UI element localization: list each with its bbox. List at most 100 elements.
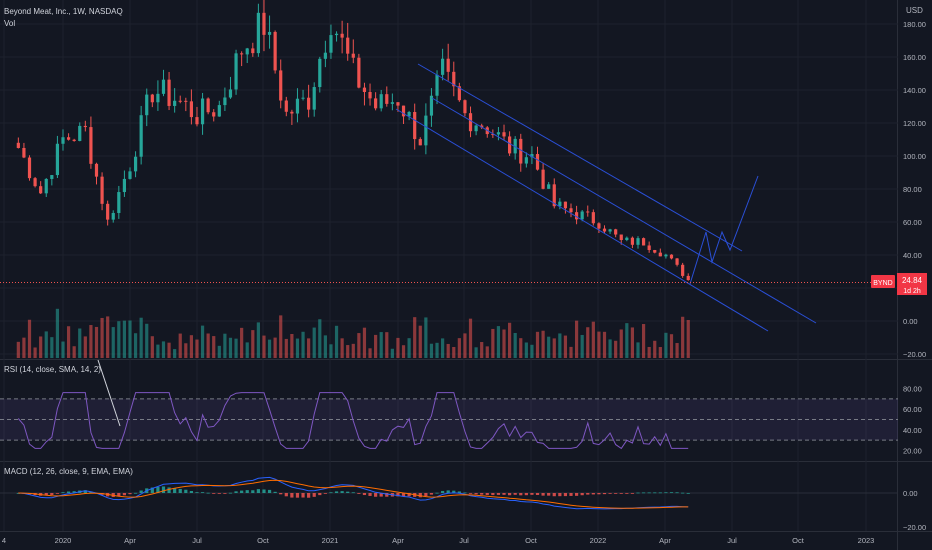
macd-histogram-bar (569, 493, 573, 496)
rsi-label[interactable]: RSI (14, close, SMA, 14, 2) (4, 365, 101, 374)
symbol-title[interactable]: Beyond Meat, Inc., 1W, NASDAQ (4, 7, 123, 16)
macd-histogram-bar (217, 493, 221, 494)
volume-bar (413, 317, 417, 358)
volume-bar (485, 346, 489, 358)
candle-body (240, 53, 244, 55)
volume-bar (563, 335, 568, 358)
volume-bar (279, 315, 283, 358)
volume-bar (329, 344, 333, 358)
trend-channel-drawing[interactable] (395, 63, 817, 332)
time-axis[interactable]: 4 2020 Apr Jul Oct 2021 Apr Jul Oct 2022 Apr Jul Oct… (2, 536, 874, 545)
volume-bar (89, 325, 93, 358)
volume-bar (452, 346, 456, 358)
volume-bar (586, 327, 590, 358)
macd-histogram-bar (178, 488, 182, 493)
candle-body (374, 98, 378, 109)
volume-bar (251, 330, 255, 358)
candle-body (66, 137, 71, 140)
time-axis-label: Oct (525, 536, 538, 545)
volume-bar (44, 331, 48, 358)
candle-body (217, 105, 221, 117)
candle-body (161, 79, 166, 94)
volume-label[interactable]: Vol (4, 19, 15, 28)
macd-histogram-bar (240, 490, 244, 493)
macd-histogram-bar (563, 493, 568, 497)
volume-bar (66, 326, 71, 358)
macd-histogram-bar (513, 493, 517, 495)
volume-bar (161, 341, 166, 358)
rsi-trendline-drawing (97, 359, 121, 427)
volume-bar (290, 333, 294, 358)
macd-histogram-bar (279, 493, 283, 495)
candle-body (524, 157, 528, 164)
volume-bar (602, 331, 607, 358)
volume-bar (22, 337, 26, 358)
macd-histogram-bar (591, 493, 595, 495)
macd-axis[interactable]: 0.00 −20.00 (903, 489, 926, 532)
macd-histogram-bar (267, 489, 272, 493)
candle-body (318, 58, 322, 88)
volume-bar (502, 329, 506, 358)
volume-bar (206, 333, 210, 358)
macd-histogram-bar (508, 493, 512, 496)
macd-histogram-bar (161, 486, 166, 493)
candle-body (346, 37, 350, 54)
macd-histogram-bar (602, 493, 607, 495)
macd-histogram-bar (55, 493, 60, 494)
volume-bar (614, 340, 618, 358)
volume-bar (318, 319, 322, 358)
rsi-axis[interactable]: 80.00 60.00 40.00 20.00 (903, 385, 922, 456)
time-axis-label: Jul (459, 536, 469, 545)
volume-bar (323, 335, 327, 358)
rsi-axis-label: 60.00 (903, 405, 922, 414)
candle-body (608, 229, 612, 232)
candle-body (625, 237, 629, 241)
time-axis-label: Jul (727, 536, 737, 545)
candle-body (262, 12, 266, 35)
candle-body (508, 136, 512, 154)
candle-body (72, 139, 76, 141)
volume-bar (429, 343, 434, 358)
candle-body (519, 138, 523, 164)
candle-body (435, 74, 439, 96)
macd-histogram-bar (173, 488, 177, 493)
candle-body (653, 250, 657, 253)
channel-upper-line (417, 63, 743, 252)
macd-histogram-bar (552, 493, 556, 497)
volume-bar (357, 333, 361, 358)
macd-histogram-bar (580, 493, 584, 496)
price-axis-label: 160.00 (903, 53, 926, 62)
volume-bar (441, 338, 445, 358)
volume-bar (195, 339, 199, 358)
volume-bar (61, 341, 65, 358)
macd-histogram-bar (446, 490, 450, 493)
candle-body (189, 101, 193, 118)
candle-body (312, 87, 316, 110)
candle-body (558, 201, 562, 207)
volume-bar (630, 327, 635, 358)
macd-label[interactable]: MACD (12, 26, close, 9, EMA, EMA) (4, 467, 133, 476)
candle-body (357, 57, 361, 88)
candle-body (446, 58, 450, 72)
macd-histogram-bar (351, 492, 355, 494)
candle-body (106, 203, 110, 220)
volume-bar (217, 345, 221, 358)
volume-bar (597, 331, 601, 358)
candle-body (614, 229, 618, 235)
price-axis-label: 120.00 (903, 119, 926, 128)
candle-body (535, 154, 540, 170)
time-axis-label: 2020 (55, 536, 72, 545)
macd-histogram-bar (669, 492, 674, 494)
candle-body (27, 157, 32, 179)
volume-bar (184, 343, 188, 358)
macd-histogram-bar (334, 491, 339, 493)
macd-histogram-bar (429, 493, 434, 495)
candlestick-series (16, 0, 690, 281)
macd-histogram-bar (396, 493, 400, 497)
candle-body (234, 53, 238, 90)
candle-body (83, 125, 87, 128)
candle-body (591, 212, 595, 224)
macd-histogram-bar (664, 492, 668, 494)
